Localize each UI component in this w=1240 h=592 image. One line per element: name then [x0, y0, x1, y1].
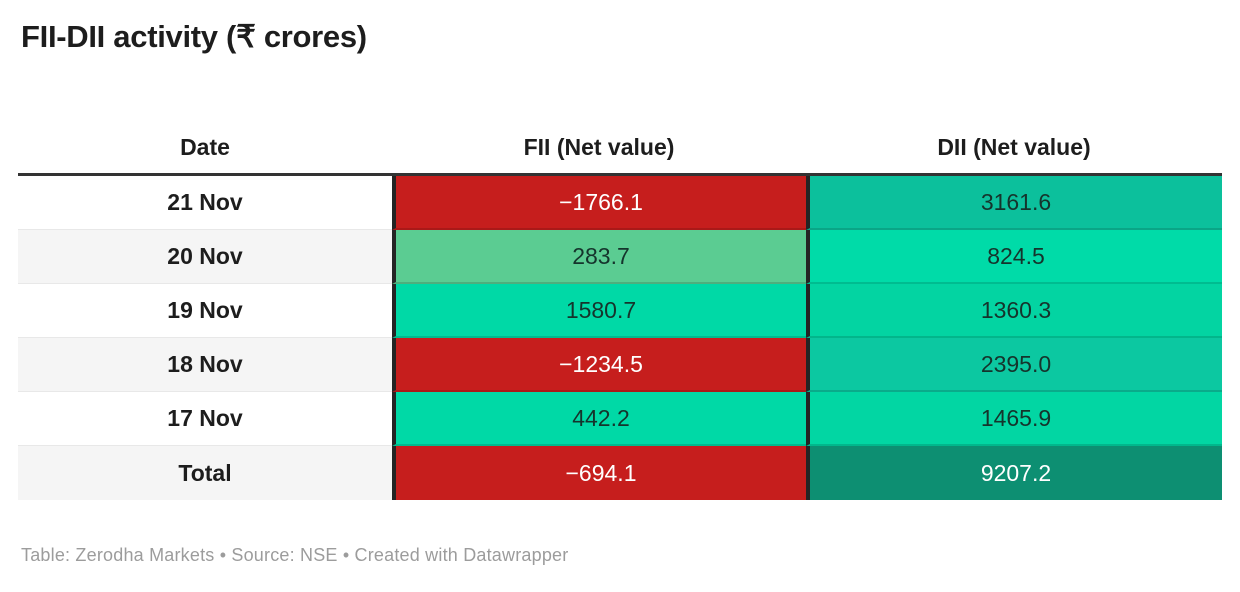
table-row: 17 Nov 442.2 1465.9	[18, 392, 1222, 446]
dii-value-cell: 2395.0	[806, 338, 1222, 392]
column-header-dii: DII (Net value)	[806, 122, 1222, 176]
dii-value-cell: 1360.3	[806, 284, 1222, 338]
fii-value-cell: −1766.1	[392, 176, 806, 230]
date-cell: 17 Nov	[18, 392, 392, 446]
dii-value-cell: 824.5	[806, 230, 1222, 284]
header-row: Date FII (Net value) DII (Net value)	[18, 122, 1222, 176]
date-cell: Total	[18, 446, 392, 500]
fii-value-cell: −694.1	[392, 446, 806, 500]
fii-dii-table: Date FII (Net value) DII (Net value) 21 …	[18, 122, 1222, 500]
fii-value-cell: 442.2	[392, 392, 806, 446]
table-row-total: Total −694.1 9207.2	[18, 446, 1222, 500]
date-cell: 20 Nov	[18, 230, 392, 284]
footer-attribution: Table: Zerodha Markets • Source: NSE • C…	[21, 545, 569, 565]
date-cell: 18 Nov	[18, 338, 392, 392]
table-row: 21 Nov −1766.1 3161.6	[18, 176, 1222, 230]
table-row: 18 Nov −1234.5 2395.0	[18, 338, 1222, 392]
dii-value-cell: 3161.6	[806, 176, 1222, 230]
table-row: 19 Nov 1580.7 1360.3	[18, 284, 1222, 338]
dii-value-cell: 1465.9	[806, 392, 1222, 446]
date-cell: 21 Nov	[18, 176, 392, 230]
column-header-fii: FII (Net value)	[392, 122, 806, 176]
fii-value-cell: 283.7	[392, 230, 806, 284]
fii-value-cell: −1234.5	[392, 338, 806, 392]
date-cell: 19 Nov	[18, 284, 392, 338]
table-row: 20 Nov 283.7 824.5	[18, 230, 1222, 284]
fii-value-cell: 1580.7	[392, 284, 806, 338]
page-title: FII-DII activity (₹ crores)	[21, 19, 367, 54]
datawrapper-table-page: FII-DII activity (₹ crores) Date FII (Ne…	[18, 19, 1222, 565]
column-header-date: Date	[18, 122, 392, 176]
dii-value-cell: 9207.2	[806, 446, 1222, 500]
